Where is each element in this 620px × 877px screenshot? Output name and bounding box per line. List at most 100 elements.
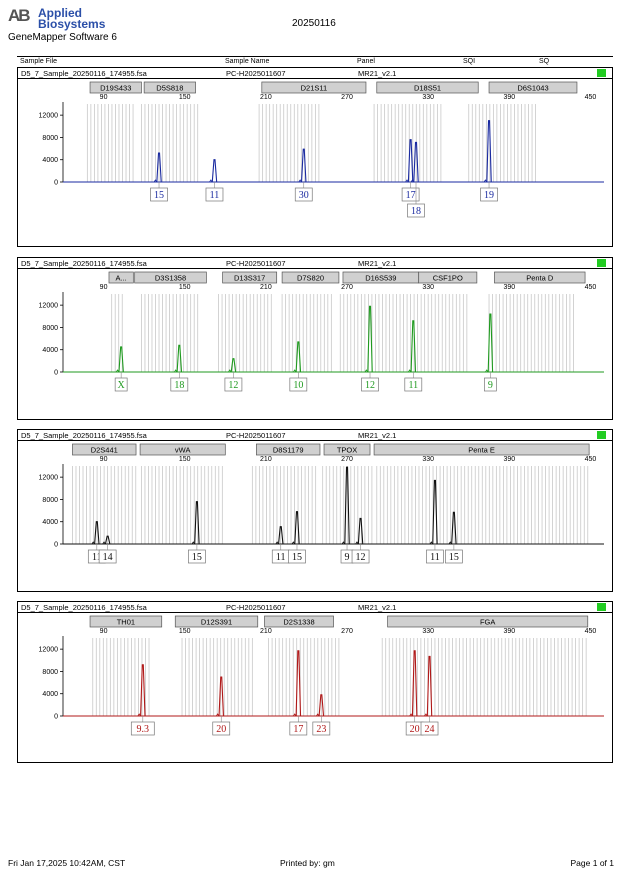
marker-tpox: TPOX xyxy=(323,443,371,456)
stutter xyxy=(409,713,413,717)
stutter xyxy=(153,179,157,183)
allele-label: 10 xyxy=(293,380,303,391)
allele-box xyxy=(484,377,497,392)
peak xyxy=(411,650,418,717)
panel-info-row: D5_7_Sample_20250116_174955.fsa PC-H2025… xyxy=(18,68,612,79)
allele-box xyxy=(289,377,308,392)
marker-label: TPOX xyxy=(337,446,357,455)
marker-d19s433: D19S433 xyxy=(89,81,142,94)
panel-name: MR21_v2.1 xyxy=(358,259,397,268)
marker-vwa: vWA xyxy=(139,443,226,456)
stutter xyxy=(209,179,213,183)
electropherogram-black: D2S441 vWA D8S1179 TPOX Penta E90 150 210 270 33… xyxy=(39,443,604,564)
x-tick-label: 330 xyxy=(422,284,434,291)
marker-label: D2S1338 xyxy=(283,618,314,627)
marker-fga: FGA xyxy=(387,615,589,628)
marker-label: Penta E xyxy=(468,446,495,455)
sq-status-indicator xyxy=(597,603,606,611)
printed-by: Printed by: gm xyxy=(280,858,335,868)
col-panel: Panel xyxy=(357,58,375,65)
sample-name: PC-H2025011607 xyxy=(226,431,286,440)
marker-d18s51: D18S51 xyxy=(376,81,479,94)
allele-box xyxy=(130,721,155,736)
marker-penta-d: Penta D xyxy=(494,271,586,284)
marker-box xyxy=(108,271,134,284)
y-tick-label: 12000 xyxy=(39,113,59,120)
x-tick-label: 90 xyxy=(100,456,108,463)
stutter xyxy=(215,713,220,717)
print-timestamp: Fri Jan 17,2025 10:42AM, CST xyxy=(8,858,126,868)
x-tick-label: 270 xyxy=(341,628,353,635)
stutter xyxy=(410,179,414,183)
allele-box xyxy=(445,549,463,564)
allele-box xyxy=(114,377,128,392)
marker-d6s1043: D6S1043 xyxy=(488,81,578,94)
allele-box xyxy=(289,721,308,736)
stutter xyxy=(228,369,232,373)
allele-label: 11 xyxy=(210,190,220,201)
sample-name: PC-H2025011607 xyxy=(226,69,286,78)
marker-label: D21S11 xyxy=(301,84,328,93)
peak xyxy=(367,305,373,373)
allele-box xyxy=(288,549,306,564)
peak xyxy=(118,346,124,373)
allele-box xyxy=(312,721,331,736)
software-name: GeneMapper Software 6 xyxy=(8,32,117,43)
peak xyxy=(486,120,492,183)
peak xyxy=(432,479,438,545)
peak xyxy=(295,341,302,373)
x-tick-label: 90 xyxy=(100,628,108,635)
x-tick-label: 390 xyxy=(503,284,515,291)
stutter xyxy=(275,541,279,545)
x-tick-label: 330 xyxy=(422,628,434,635)
peak xyxy=(294,511,300,545)
peak xyxy=(344,466,350,545)
allele-label: 30 xyxy=(299,190,309,201)
marker-box xyxy=(89,615,163,628)
marker-d13s317: D13S317 xyxy=(222,271,278,284)
y-tick-label: 0 xyxy=(54,180,58,187)
peak xyxy=(211,159,218,183)
allele-label: 15 xyxy=(449,552,459,563)
marker-d16s539: D16S539 xyxy=(342,271,420,284)
allele-box xyxy=(420,721,439,736)
peak xyxy=(278,526,284,545)
allele-box xyxy=(480,187,498,202)
allele-box xyxy=(426,549,444,564)
stutter xyxy=(448,541,452,545)
x-tick-label: 390 xyxy=(503,628,515,635)
peak xyxy=(357,517,364,545)
marker-box xyxy=(418,271,478,284)
marker-box xyxy=(222,271,278,284)
sq-status-indicator xyxy=(597,69,606,77)
sample-file: D5_7_Sample_20250116_174955.fsa xyxy=(21,431,147,440)
y-tick-label: 8000 xyxy=(42,669,58,676)
marker-d3s1358: D3S1358 xyxy=(134,271,207,284)
stutter xyxy=(293,369,297,373)
panel-info-row: D5_7_Sample_20250116_174955.fsa PC-H2025… xyxy=(18,258,612,269)
allele-label: 11 xyxy=(276,552,286,563)
marker-label: A... xyxy=(116,274,127,283)
marker-box xyxy=(134,271,207,284)
marker-box xyxy=(387,615,589,628)
marker-box xyxy=(376,81,479,94)
allele-box xyxy=(205,187,224,202)
allele-label: 11 xyxy=(92,552,102,563)
marker-label: D5S818 xyxy=(156,84,183,93)
allele-label: 20 xyxy=(410,724,420,735)
col-sqi: SQI xyxy=(463,58,476,65)
allele-box xyxy=(294,187,313,202)
marker-d2s1338: D2S1338 xyxy=(264,615,334,628)
marker-box xyxy=(494,271,586,284)
allele-box xyxy=(212,721,231,736)
x-tick-label: 270 xyxy=(341,456,353,463)
logo-mark: AB xyxy=(8,6,31,25)
bin-lines xyxy=(111,294,574,372)
stutter xyxy=(191,541,195,545)
marker-d21s11: D21S11 xyxy=(261,81,367,94)
x-tick-label: 270 xyxy=(341,284,353,291)
allele-box xyxy=(407,203,425,218)
stutter xyxy=(407,369,412,373)
peak xyxy=(230,358,237,373)
y-tick-label: 12000 xyxy=(39,647,59,654)
